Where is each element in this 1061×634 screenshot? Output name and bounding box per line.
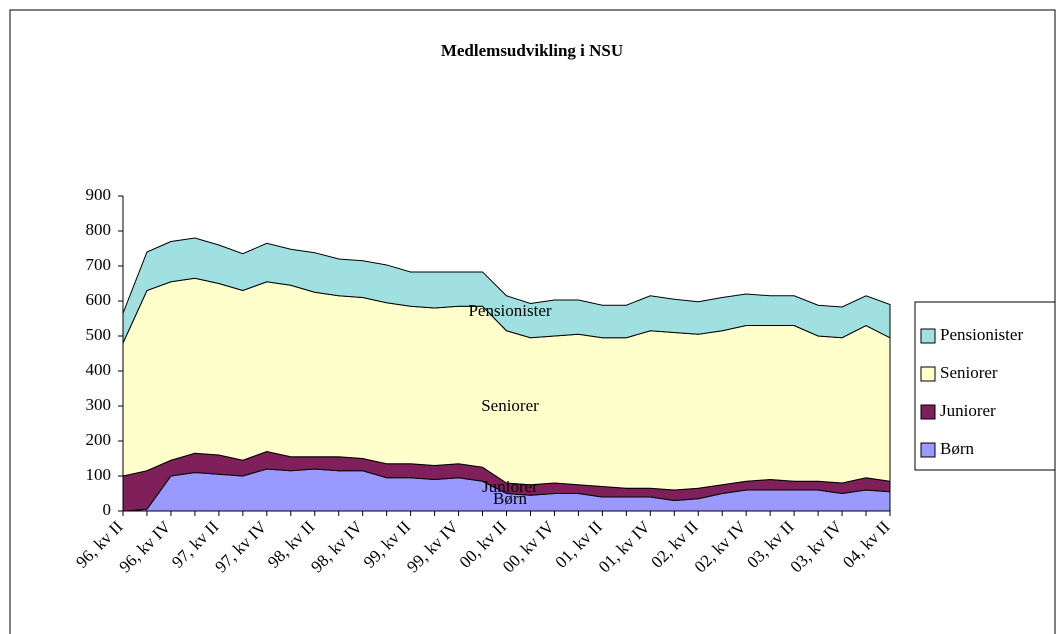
series-label: Pensionister bbox=[468, 301, 551, 320]
legend-label: Juniorer bbox=[940, 401, 996, 420]
legend-box bbox=[914, 301, 1056, 471]
y-tick-label: 200 bbox=[86, 430, 112, 449]
legend-swatch bbox=[920, 404, 936, 420]
legend-label: Seniorer bbox=[940, 363, 998, 382]
y-tick-label: 800 bbox=[86, 220, 112, 239]
y-tick-label: 700 bbox=[86, 255, 112, 274]
legend-swatch bbox=[920, 328, 936, 344]
area bbox=[122, 237, 891, 344]
legend-swatch bbox=[920, 366, 936, 382]
y-tick-label: 0 bbox=[103, 500, 112, 519]
legend-label: Pensionister bbox=[940, 325, 1023, 344]
y-tick-label: 100 bbox=[86, 465, 112, 484]
legend-swatch bbox=[920, 442, 936, 458]
y-tick-label: 600 bbox=[86, 290, 112, 309]
y-tick-label: 500 bbox=[86, 325, 112, 344]
chart-title: Medlemsudvikling i NSU bbox=[441, 41, 623, 60]
y-tick-label: 400 bbox=[86, 360, 112, 379]
series-label: Seniorer bbox=[481, 396, 539, 415]
series-label: Børn bbox=[493, 489, 528, 508]
legend-label: Børn bbox=[940, 439, 975, 458]
series-label: Juniorer bbox=[482, 477, 538, 496]
y-tick-label: 900 bbox=[86, 185, 112, 204]
y-tick-label: 300 bbox=[86, 395, 112, 414]
